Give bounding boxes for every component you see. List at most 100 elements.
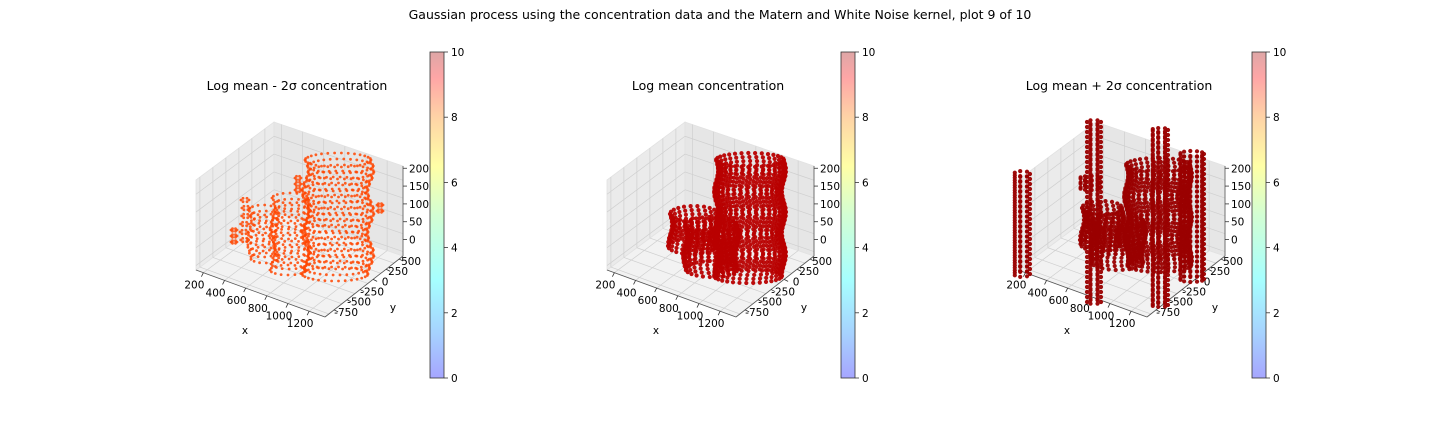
data-point <box>753 255 758 260</box>
data-point <box>294 258 298 261</box>
data-point <box>246 212 250 216</box>
data-point <box>305 240 309 244</box>
data-point <box>323 195 327 199</box>
data-point <box>747 206 753 212</box>
colorbar-tick-label: 10 <box>862 47 875 59</box>
data-point <box>305 194 308 198</box>
data-point <box>705 233 711 239</box>
point-cloud <box>665 150 789 286</box>
colorbar-tick-label: 4 <box>451 243 458 255</box>
data-point <box>1113 267 1118 273</box>
data-point <box>764 220 769 225</box>
data-point <box>760 239 766 244</box>
data-point <box>299 229 303 232</box>
data-point <box>1127 236 1132 241</box>
data-point <box>297 213 301 217</box>
data-point <box>724 205 729 210</box>
data-point <box>298 178 301 182</box>
data-point <box>747 166 752 172</box>
data-point <box>1174 229 1179 234</box>
data-point <box>1169 192 1174 197</box>
data-point <box>367 226 371 229</box>
data-point <box>307 184 310 188</box>
data-point <box>363 185 367 189</box>
data-point <box>722 227 728 232</box>
data-point <box>1182 159 1187 164</box>
data-point <box>323 248 326 252</box>
data-point <box>1178 266 1183 271</box>
data-point <box>245 220 249 224</box>
data-point <box>1200 160 1205 165</box>
data-point <box>263 245 267 249</box>
data-point <box>320 164 323 168</box>
data-point <box>1194 274 1200 279</box>
data-point <box>328 157 332 161</box>
data-point <box>1178 236 1183 241</box>
y-tick-label: -500 <box>347 297 371 309</box>
data-point <box>700 232 705 237</box>
data-point <box>1171 200 1176 205</box>
data-point <box>685 263 690 268</box>
data-point <box>774 265 779 271</box>
data-point <box>311 235 315 239</box>
data-point <box>1174 189 1179 194</box>
data-point <box>769 180 774 185</box>
data-point <box>287 257 291 261</box>
data-point <box>700 274 706 279</box>
x-tick <box>1128 311 1132 316</box>
data-point <box>1172 160 1177 165</box>
data-point <box>365 179 369 183</box>
data-point <box>280 258 284 261</box>
data-point <box>773 160 778 165</box>
data-point <box>321 182 325 186</box>
data-point <box>1095 248 1100 253</box>
data-point <box>674 249 679 255</box>
y-tick <box>796 268 802 272</box>
data-point <box>1088 228 1093 233</box>
x-tick-label: 200 <box>1006 280 1026 292</box>
data-point <box>771 236 776 241</box>
data-point <box>307 210 310 214</box>
data-point <box>1150 297 1155 302</box>
data-point <box>355 267 359 271</box>
data-point <box>234 239 237 243</box>
data-point <box>337 265 340 269</box>
data-point <box>290 203 294 207</box>
data-point <box>1200 215 1205 220</box>
data-point <box>1018 179 1023 184</box>
data-point <box>1117 209 1122 214</box>
data-point <box>678 217 683 223</box>
data-point <box>333 249 337 253</box>
data-point <box>715 229 720 234</box>
data-point <box>1200 150 1205 155</box>
data-point <box>710 248 715 253</box>
data-point <box>747 180 752 186</box>
grid-line <box>195 153 275 213</box>
data-point <box>371 250 375 253</box>
data-point <box>246 216 250 220</box>
data-point <box>1130 171 1135 176</box>
data-point <box>283 246 287 249</box>
data-point <box>331 259 335 263</box>
data-point <box>295 201 299 205</box>
data-point <box>1084 239 1090 245</box>
data-point <box>686 232 691 237</box>
data-point <box>1012 200 1017 205</box>
data-point <box>370 220 373 223</box>
data-point <box>1135 230 1140 235</box>
data-point <box>780 180 785 185</box>
data-point <box>770 260 775 265</box>
data-point <box>358 153 362 157</box>
data-point <box>725 188 730 193</box>
data-point <box>712 262 717 267</box>
data-point <box>1127 267 1132 272</box>
data-point <box>1178 221 1183 226</box>
data-point <box>1098 274 1104 280</box>
data-point <box>335 199 339 203</box>
data-point <box>1142 233 1147 238</box>
data-point <box>298 184 301 188</box>
data-point <box>342 241 346 245</box>
data-point <box>1095 198 1100 203</box>
data-point <box>1084 214 1090 220</box>
data-point <box>355 183 359 187</box>
